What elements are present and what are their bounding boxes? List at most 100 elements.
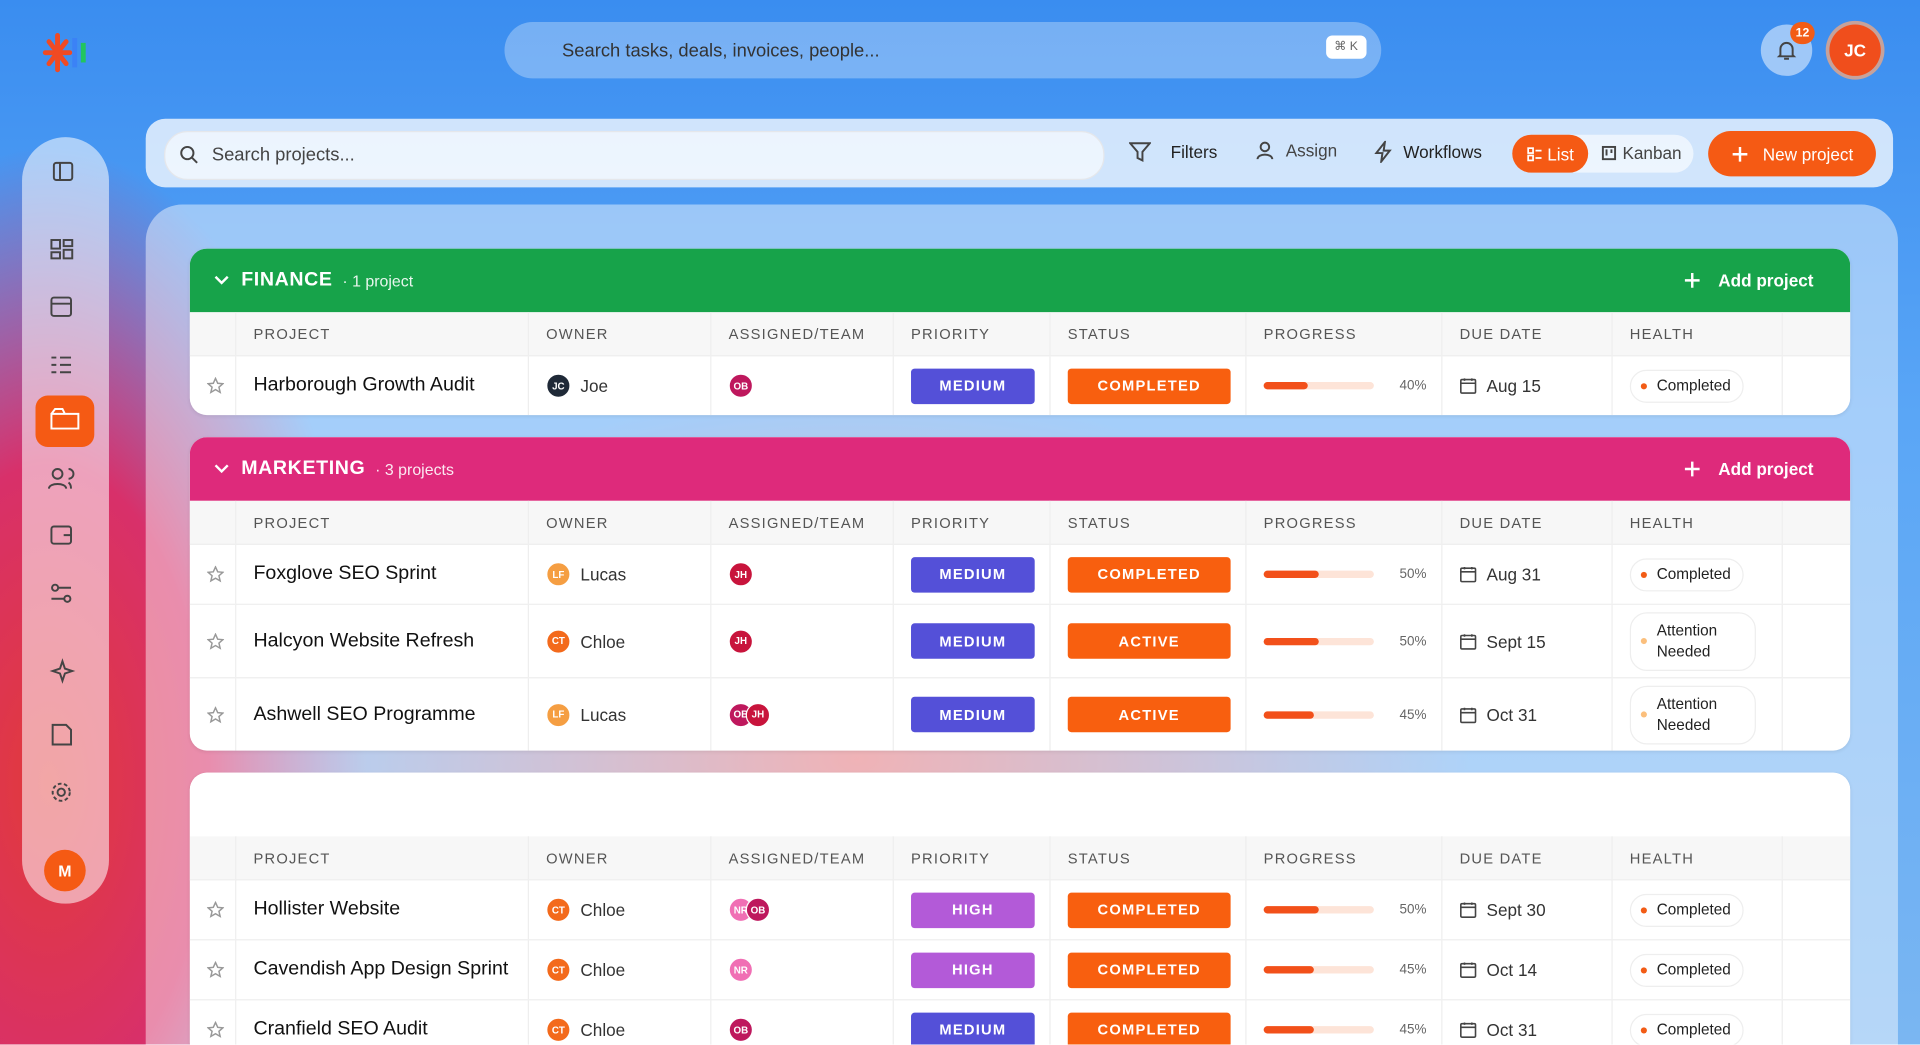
- calendar-icon: [1460, 632, 1477, 650]
- owner-name: Joe: [580, 375, 609, 396]
- progress-cell: 40%: [1247, 356, 1443, 416]
- health-cell: Completed: [1613, 880, 1783, 940]
- progress-track: [1263, 906, 1374, 914]
- global-search[interactable]: Search tasks, deals, invoices, people...…: [504, 22, 1382, 79]
- column-label: PROJECT: [236, 312, 529, 356]
- project-name: Hollister Website: [236, 880, 529, 940]
- project-row[interactable]: Cranfield SEO Audit CT Chloe OB MEDIUM COMPLE…: [190, 1000, 1850, 1045]
- owner-avatar: LF: [546, 702, 571, 727]
- health-dot: [1640, 906, 1647, 913]
- progress-track: [1263, 1026, 1374, 1034]
- progress-label: 45%: [1399, 707, 1427, 722]
- due-cell: Oct 31: [1442, 1000, 1613, 1045]
- spacer: [1783, 356, 1850, 415]
- spacer: [1783, 605, 1850, 677]
- due-date: Oct 31: [1486, 704, 1538, 725]
- plus-icon-svg: [1685, 273, 1700, 288]
- progress-bar: [1263, 1026, 1314, 1034]
- priority-cell: MEDIUM: [894, 1000, 1051, 1045]
- due-cell: Oct 31: [1442, 678, 1613, 751]
- star-cell: [190, 604, 237, 678]
- project-name: Halcyon Website Refresh: [236, 604, 529, 678]
- assigned-cell: JH: [711, 604, 894, 678]
- group-name: MARKETING: [241, 457, 366, 479]
- group-header: FINANCE · 1 project Add project: [189, 248, 1851, 313]
- notifications[interactable]: 12: [1760, 22, 1815, 76]
- progress-bar: [1263, 966, 1314, 974]
- group-header: MARKETING · 3 projects Add project: [189, 437, 1851, 501]
- progress-bar: [1263, 570, 1319, 578]
- favorite-star: [206, 565, 225, 583]
- status-cell: COMPLETED: [1051, 1000, 1247, 1045]
- progress-track: [1263, 570, 1374, 578]
- priority-cell: MEDIUM: [894, 678, 1051, 751]
- column-label: PRIORITY: [894, 312, 1051, 356]
- column-label: HEALTH: [1613, 500, 1783, 544]
- project-search[interactable]: Search projects...: [164, 131, 1105, 181]
- assigned-cell: OB: [711, 1000, 894, 1045]
- progress-label: 45%: [1399, 962, 1427, 978]
- collapse-chevron: [214, 275, 229, 286]
- owner-name: Lucas: [580, 564, 627, 585]
- label: New project: [1762, 143, 1854, 164]
- status-badge: ACTIVE: [1067, 696, 1231, 733]
- project-row[interactable]: Cavendish App Design Sprint CT Chloe NR HIGH…: [189, 940, 1851, 1001]
- bolt-icon: [1374, 140, 1392, 163]
- plus-icon-svg: [1685, 461, 1700, 477]
- status-badge: COMPLETED: [1067, 1012, 1231, 1045]
- owner-cell: LF Lucas: [529, 544, 712, 604]
- progress-cell: 45%: [1247, 940, 1443, 1000]
- search-placeholder: Search tasks, deals, invoices, people...: [562, 40, 880, 62]
- filter-icon: [1128, 142, 1152, 162]
- column-label: ASSIGNED/TEAM: [711, 500, 894, 544]
- label: Kanban: [1622, 143, 1682, 163]
- priority-cell: HIGH: [894, 940, 1051, 1000]
- favorite-star-svg: [206, 961, 225, 978]
- priority-cell: MEDIUM: [894, 356, 1051, 416]
- label: Workflows: [1403, 142, 1483, 162]
- project-row[interactable]: Foxglove SEO Sprint LF Lucas JH MEDIUM COMPLE…: [189, 544, 1851, 605]
- project-row[interactable]: Hollister Website CT Chloe NR OB HIGH COMPLETE…: [189, 880, 1851, 941]
- spacer: [1783, 1000, 1850, 1044]
- owner-cell: CT Chloe: [529, 604, 712, 678]
- project-row[interactable]: Ashwell SEO Programme LF Lucas OB JH MEDIUM AC…: [190, 678, 1850, 751]
- workspace-avatar[interactable]: M: [44, 849, 86, 892]
- user-avatar[interactable]: JC: [1829, 24, 1881, 76]
- calendar-icon-svg: [1460, 1022, 1477, 1038]
- kanban-view[interactable]: Kanban: [1601, 143, 1682, 163]
- column-label: OWNER: [529, 836, 712, 880]
- progress-cell: 50%: [1247, 604, 1443, 678]
- health-dot: [1640, 637, 1647, 645]
- list-view[interactable]: List: [1512, 134, 1589, 173]
- project-row[interactable]: Harborough Growth Audit JC Joe OB MEDIUM COMP…: [190, 356, 1850, 416]
- owner-cell: JC Joe: [529, 356, 712, 416]
- calendar-icon: [1460, 566, 1477, 583]
- owner-name: Chloe: [580, 631, 626, 651]
- health-cell: Completed: [1613, 356, 1783, 416]
- new-project-button[interactable]: New project: [1708, 131, 1876, 177]
- add-project-button[interactable]: Add project: [1684, 459, 1813, 479]
- group-list: FINANCE · 1 project Add project PROJECT OWNE…: [189, 248, 1851, 1045]
- plus-icon: [1732, 146, 1747, 162]
- progress-cell: 50%: [1247, 544, 1443, 604]
- filters-button[interactable]: Filters: [1128, 141, 1217, 163]
- status-cell: COMPLETED: [1051, 880, 1247, 940]
- progress-bar: [1263, 637, 1319, 645]
- project-row[interactable]: Halcyon Website Refresh CT Chloe JH MEDIUM AC…: [189, 604, 1851, 679]
- health-badge: Completed: [1629, 893, 1745, 927]
- group-header: [189, 772, 1851, 837]
- status-badge: COMPLETED: [1067, 367, 1231, 404]
- due-cell: Aug 31: [1442, 544, 1613, 604]
- assignee-avatar: JH: [745, 702, 771, 727]
- star-cell: [190, 1000, 237, 1045]
- column-label: PROGRESS: [1247, 500, 1443, 544]
- workflows-button[interactable]: Workflows: [1374, 140, 1483, 163]
- user-icon: [1256, 141, 1274, 160]
- due-cell: Sept 15: [1442, 604, 1613, 678]
- column-label: HEALTH: [1613, 836, 1783, 880]
- assign-button[interactable]: Assign: [1256, 141, 1337, 160]
- priority-badge: MEDIUM: [911, 623, 1035, 659]
- add-project-button[interactable]: Add project: [1684, 271, 1813, 290]
- due-cell: Sept 30: [1442, 880, 1613, 940]
